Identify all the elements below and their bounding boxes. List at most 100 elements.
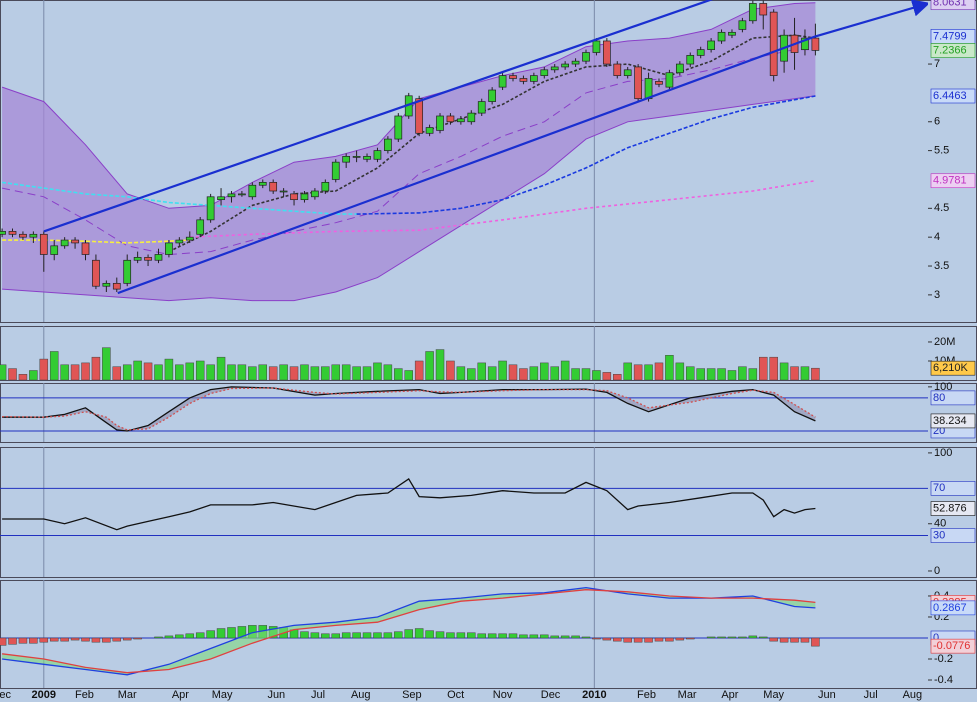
volume-bar xyxy=(81,362,90,380)
volume-bar xyxy=(279,364,288,380)
value-label: 7.2366 xyxy=(933,44,967,56)
volume-bar xyxy=(49,351,59,380)
plot-area xyxy=(0,0,928,322)
histogram-bar xyxy=(487,633,497,639)
candle-body xyxy=(29,233,38,238)
histogram-bar xyxy=(706,636,716,639)
histogram-bar xyxy=(686,637,695,640)
candle-body xyxy=(415,98,424,134)
plot-area xyxy=(0,326,820,380)
y-tick-label: 100 xyxy=(934,447,952,459)
candle-body xyxy=(112,282,121,290)
moving-average xyxy=(1,181,357,215)
x-tick-label: Sep xyxy=(402,689,422,701)
volume-bar xyxy=(206,364,215,380)
volume-bar xyxy=(706,368,716,380)
histogram-bar xyxy=(748,635,758,639)
candle-body xyxy=(133,257,142,261)
volume-bar xyxy=(727,370,737,380)
histogram-bar xyxy=(60,637,69,642)
histogram-bar xyxy=(633,637,643,643)
volume-bar xyxy=(164,358,174,380)
histogram-bar xyxy=(164,635,174,639)
candle-body xyxy=(175,239,184,244)
value-label: -0.0776 xyxy=(933,640,970,652)
volume-bar xyxy=(91,356,101,380)
candle-body xyxy=(248,184,257,198)
histogram-bar xyxy=(727,636,737,639)
volume-bar xyxy=(717,368,726,380)
trend-line xyxy=(43,0,714,233)
histogram-bar xyxy=(550,635,559,639)
volume-bar xyxy=(8,368,17,380)
histogram-bar xyxy=(508,633,518,639)
histogram-bar xyxy=(122,637,132,641)
panel xyxy=(0,383,977,443)
x-tick-label: Feb xyxy=(75,689,94,701)
x-tick-label: Jun xyxy=(818,689,836,701)
volume-bar xyxy=(487,366,497,380)
moving-average xyxy=(356,95,816,215)
y-tick-label: -0.2 xyxy=(934,653,953,665)
volume-bar xyxy=(425,351,434,380)
y-tick-label: 4 xyxy=(934,231,940,243)
x-tick-label: Oct xyxy=(447,689,464,701)
histogram-bar xyxy=(602,637,612,641)
value-label: 80 xyxy=(933,392,945,404)
y-tick-label: 20M xyxy=(934,336,955,348)
candle-body xyxy=(342,156,351,163)
volume-bar xyxy=(362,366,372,380)
volume-bar xyxy=(258,364,268,380)
histogram-bar xyxy=(29,637,38,644)
value-box xyxy=(930,360,976,376)
x-tick-label: Feb xyxy=(637,689,656,701)
trend-line xyxy=(117,0,928,295)
volume-bar xyxy=(383,364,393,380)
candle-body xyxy=(686,55,695,65)
histogram-bar xyxy=(592,637,601,640)
histogram-bar xyxy=(519,634,528,639)
value-box xyxy=(930,43,976,58)
histogram-bar xyxy=(133,637,142,640)
histogram-bar xyxy=(321,633,330,639)
x-tick-label: Jul xyxy=(311,689,325,701)
volume-bar xyxy=(237,364,247,380)
volume-bar xyxy=(394,368,403,380)
volume-bar xyxy=(738,366,747,380)
value-box xyxy=(930,638,976,654)
candle-body xyxy=(217,196,225,201)
histogram-bar xyxy=(623,637,632,643)
x-tick-label: Dec xyxy=(541,689,561,701)
histogram-bar xyxy=(18,637,28,644)
histogram-bar xyxy=(300,631,309,639)
histogram-bar xyxy=(81,637,90,642)
candle-body xyxy=(352,156,361,158)
candle-body xyxy=(331,161,340,180)
histogram-bar xyxy=(717,636,726,639)
volume-bar xyxy=(216,356,226,380)
candle-body xyxy=(154,254,163,261)
volume-bar xyxy=(686,366,695,380)
candle-body xyxy=(436,115,444,131)
value-box xyxy=(930,88,976,104)
y-tick-label: -0.4 xyxy=(934,674,953,686)
histogram-bar xyxy=(216,628,226,639)
histogram-bar xyxy=(456,632,466,639)
volume-bar xyxy=(331,364,340,380)
candle-body xyxy=(592,40,601,53)
candle-body xyxy=(446,115,455,123)
indicator-line xyxy=(2,477,816,531)
histogram-bar xyxy=(373,632,382,639)
volume-bar xyxy=(769,356,778,380)
candle-body xyxy=(8,231,17,235)
volume-bar xyxy=(321,366,330,380)
candle-body xyxy=(196,219,205,235)
candle-body xyxy=(279,190,288,193)
histogram-bar xyxy=(769,637,778,642)
candle-body xyxy=(50,245,59,255)
candle-body xyxy=(60,239,69,247)
histogram-bar xyxy=(102,637,111,643)
volume-bar xyxy=(195,360,205,380)
candle-body xyxy=(457,118,465,123)
candle-body xyxy=(488,89,497,102)
